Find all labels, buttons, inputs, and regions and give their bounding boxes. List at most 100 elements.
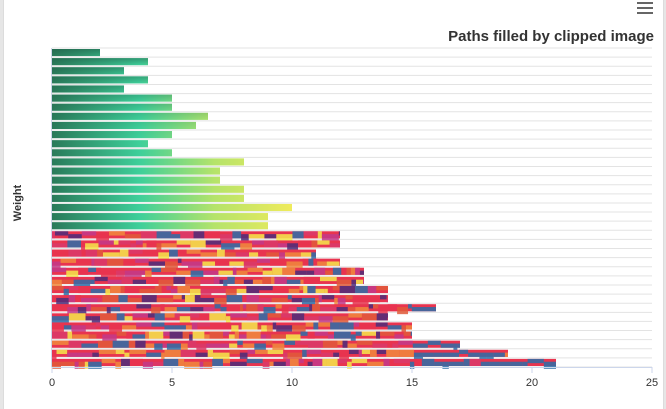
bar-texture [95,322,101,327]
bar-texture [306,349,322,355]
bar-texture [136,304,152,309]
bar-texture [96,334,103,339]
bar-texture [307,361,313,366]
bar-texture [56,349,68,355]
bar [52,112,208,120]
bar-texture [527,358,544,364]
bar-texture [433,352,443,357]
bar-texture [124,288,140,294]
bar-texture [72,334,89,339]
bar-texture [96,234,109,242]
bar-texture [286,279,301,284]
bar-texture [434,361,443,366]
bar-texture [119,249,129,257]
bar-texture [409,361,415,369]
bar-texture [174,325,186,330]
bar-texture [197,322,211,327]
bar-texture [90,288,106,294]
bar-texture [311,240,318,248]
bar-texture [246,295,259,303]
bar [52,58,148,66]
bar-texture [271,334,286,339]
bar-texture [179,316,191,324]
bar-texture [394,334,404,339]
bar-texture [222,358,231,364]
bar-texture [160,304,165,309]
bar-texture [303,358,308,366]
bar [52,349,508,360]
bar-texture [98,240,114,245]
bar-texture [252,240,265,245]
bar-texture [306,270,315,275]
bar-texture [204,231,221,239]
bar [52,276,364,287]
bar-texture [271,276,275,284]
bar-texture [52,352,57,360]
bar-texture [373,304,379,309]
bar-texture [182,331,190,339]
bar-texture [240,243,253,251]
bar-texture [205,240,222,245]
bar-texture [355,267,360,275]
bar-texture [176,240,191,245]
bar-texture [322,358,327,366]
bar-texture [90,307,107,312]
bar-texture [302,258,309,263]
bar-texture [67,352,78,357]
bar-texture [421,358,435,366]
bar-texture [262,270,273,275]
bar-texture [152,361,164,366]
bar-texture [376,285,388,291]
bar-texture [107,258,124,266]
bar-texture [372,343,388,348]
bar [52,258,340,269]
bar-texture [321,352,334,357]
bar-texture [442,352,460,357]
bar-texture [156,231,172,239]
bar-texture [193,231,205,239]
bar-texture [334,331,351,339]
bar-texture [480,361,490,366]
menu-bar-icon [637,7,653,9]
bar-texture [351,279,357,287]
bar-texture [339,352,349,360]
bar-texture [313,258,318,263]
x-tick: 20 [526,377,538,389]
bar-texture [200,288,212,296]
bar [52,213,268,221]
bar-texture [186,249,201,254]
bar-texture [178,358,185,366]
bar-texture [493,352,505,357]
bar-texture [165,261,178,269]
bar-texture [118,240,131,245]
bar-fill [52,140,148,148]
bar-texture [317,231,322,239]
bar-texture [489,361,500,366]
bar-texture [96,267,101,273]
bar-texture [52,243,68,248]
bar-texture [164,325,175,330]
chart-menu-button[interactable] [634,0,656,16]
menu-bar-icon [637,2,653,4]
bar-texture [380,295,387,300]
bar-texture [305,322,314,327]
bar-texture [130,243,137,248]
bar-texture [199,361,204,369]
bar-texture [414,358,422,366]
bar-texture [295,340,309,345]
bar [52,222,268,230]
bar [52,103,172,111]
bar-texture [169,249,178,257]
bar-texture [291,297,302,303]
bar-shade [52,121,196,130]
bar-texture [52,325,64,333]
bar-texture [319,276,337,282]
bar-texture [61,279,74,284]
bar-texture [184,361,200,369]
bar-texture [284,252,301,257]
bar-texture [264,240,278,248]
bar-texture [308,340,323,348]
bar-texture [214,297,227,306]
bar-texture [100,270,117,278]
bar-texture [52,252,69,257]
